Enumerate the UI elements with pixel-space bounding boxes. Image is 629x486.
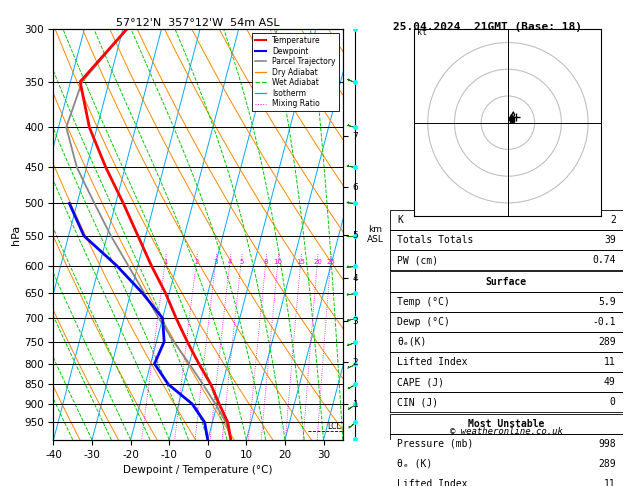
Text: K: K [397, 215, 403, 225]
Text: Temp (°C): Temp (°C) [397, 296, 450, 307]
Text: 10: 10 [274, 259, 282, 265]
Text: 998: 998 [598, 439, 616, 449]
Title: 57°12'N  357°12'W  54m ASL: 57°12'N 357°12'W 54m ASL [116, 18, 280, 28]
Text: θₑ(K): θₑ(K) [397, 337, 426, 347]
Text: 2: 2 [610, 215, 616, 225]
Text: 11: 11 [604, 357, 616, 367]
Text: 15: 15 [296, 259, 305, 265]
Text: kt: kt [417, 28, 427, 36]
Text: 0: 0 [610, 397, 616, 407]
Text: 5.9: 5.9 [598, 296, 616, 307]
Y-axis label: hPa: hPa [11, 225, 21, 244]
Text: Dewp (°C): Dewp (°C) [397, 317, 450, 327]
Text: 3: 3 [214, 259, 218, 265]
Text: CAPE (J): CAPE (J) [397, 377, 444, 387]
Legend: Temperature, Dewpoint, Parcel Trajectory, Dry Adiabat, Wet Adiabat, Isotherm, Mi: Temperature, Dewpoint, Parcel Trajectory… [252, 33, 339, 111]
Text: Lifted Index: Lifted Index [397, 479, 467, 486]
Text: Totals Totals: Totals Totals [397, 235, 474, 245]
Text: 39: 39 [604, 235, 616, 245]
Text: 0.74: 0.74 [593, 255, 616, 265]
Text: LCL: LCL [327, 422, 341, 431]
Text: 25.04.2024  21GMT (Base: 18): 25.04.2024 21GMT (Base: 18) [393, 22, 582, 32]
Text: 289: 289 [598, 337, 616, 347]
Text: Lifted Index: Lifted Index [397, 357, 467, 367]
Text: 1: 1 [163, 259, 168, 265]
Text: PW (cm): PW (cm) [397, 255, 438, 265]
Text: 5: 5 [239, 259, 243, 265]
Text: 11: 11 [604, 479, 616, 486]
Text: Pressure (mb): Pressure (mb) [397, 439, 474, 449]
Text: Most Unstable: Most Unstable [468, 418, 545, 429]
Text: 8: 8 [264, 259, 269, 265]
Text: θₑ (K): θₑ (K) [397, 459, 432, 469]
Text: 289: 289 [598, 459, 616, 469]
X-axis label: Dewpoint / Temperature (°C): Dewpoint / Temperature (°C) [123, 465, 273, 475]
Text: 25: 25 [326, 259, 335, 265]
Text: © weatheronline.co.uk: © weatheronline.co.uk [450, 427, 563, 436]
Text: 4: 4 [228, 259, 232, 265]
Text: CIN (J): CIN (J) [397, 397, 438, 407]
Text: 2: 2 [194, 259, 199, 265]
Text: 49: 49 [604, 377, 616, 387]
Text: -0.1: -0.1 [593, 317, 616, 327]
Y-axis label: km
ASL: km ASL [367, 225, 384, 244]
Text: 20: 20 [313, 259, 322, 265]
Text: Surface: Surface [486, 277, 527, 287]
